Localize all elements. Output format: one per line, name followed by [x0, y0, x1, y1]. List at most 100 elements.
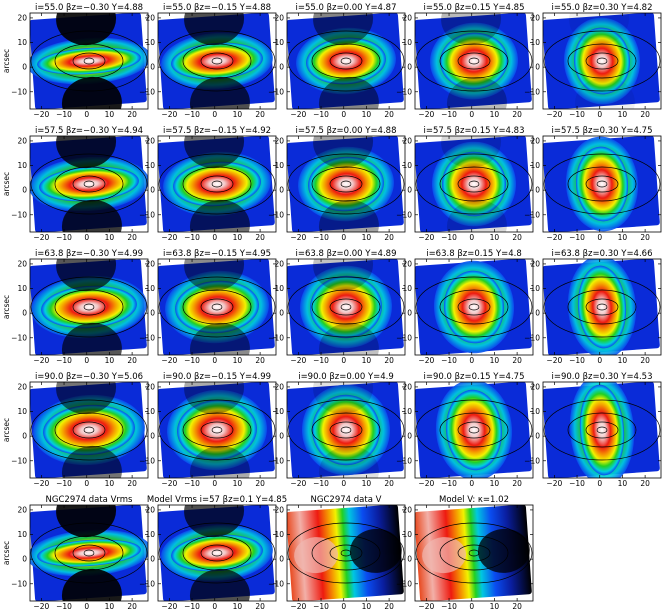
panel-title: i=55.0 βz=0.00 Υ=4.87: [296, 3, 397, 13]
x-tick-label: 10: [490, 356, 500, 365]
panel-title: i=90.0 βz=−0.30 Υ=5.06: [35, 372, 143, 382]
y-tick-label: 0: [535, 432, 540, 441]
y-tick-label: 20: [17, 505, 27, 514]
panel-title: i=57.5 βz=0.00 Υ=4.88: [296, 126, 397, 136]
y-tick-label: 20: [274, 382, 284, 391]
x-tick-label: 20: [127, 356, 137, 365]
y-tick-label: 10: [530, 407, 540, 416]
x-tick-label: −10: [441, 110, 457, 119]
map-panel: −20 −10 0 10 20 20 10 0 −10 arcsec i=63.8 βz=−0.30…: [2, 249, 149, 365]
panel-title: i=55.0 βz=0.30 Υ=4.82: [552, 3, 653, 13]
x-tick-label: 20: [384, 479, 394, 488]
y-tick-label: 0: [407, 186, 412, 195]
y-tick-label: 10: [274, 38, 284, 47]
x-tick-label: 20: [384, 233, 394, 242]
x-tick-label: 0: [84, 110, 89, 119]
x-tick-label: −10: [569, 110, 585, 119]
x-tick-label: 10: [233, 110, 243, 119]
y-tick-label: 0: [535, 63, 540, 72]
x-tick-label: 20: [512, 110, 522, 119]
map-panel: −20 −10 0 10 20 20 10 0 −10 i=57.5 βz=0.15 Υ=4.83: [396, 126, 534, 242]
x-tick-label: 10: [105, 110, 115, 119]
y-tick-label: 0: [279, 555, 284, 564]
y-tick-label: −10: [11, 333, 27, 342]
x-tick-label: 10: [618, 233, 628, 242]
x-tick-label: −20: [418, 233, 434, 242]
y-tick-label: 20: [17, 259, 27, 268]
x-tick-label: −10: [56, 110, 72, 119]
map-panel: −20 −10 0 10 20 20 10 0 −10 i=90.0 βz=−0.15 Υ=4.9…: [139, 372, 277, 488]
x-tick-label: −20: [546, 479, 562, 488]
y-tick-label: 20: [274, 505, 284, 514]
y-tick-label: 20: [145, 259, 155, 268]
panel-title: i=63.8 βz=−0.15 Υ=4.95: [163, 249, 271, 259]
y-tick-label: 20: [530, 13, 540, 22]
x-tick-label: −20: [161, 233, 177, 242]
y-axis-label: arcsec: [2, 49, 11, 73]
y-tick-label: 0: [150, 432, 155, 441]
y-tick-label: 0: [22, 309, 27, 318]
panel-title: i=90.0 βz=−0.15 Υ=4.99: [163, 372, 271, 382]
x-tick-label: 10: [618, 356, 628, 365]
y-tick-label: 20: [402, 136, 412, 145]
x-tick-label: −10: [184, 356, 200, 365]
x-tick-label: 20: [384, 110, 394, 119]
x-tick-label: 0: [597, 479, 602, 488]
x-tick-label: 10: [490, 110, 500, 119]
map-panel: −20 −10 0 10 20 20 10 0 −10 i=90.0 βz=0.15 Υ=4.75: [396, 372, 534, 488]
y-tick-label: 10: [274, 407, 284, 416]
y-tick-label: 10: [17, 407, 27, 416]
x-tick-label: −10: [184, 479, 200, 488]
y-tick-label: 10: [145, 38, 155, 47]
x-tick-label: 20: [255, 110, 265, 119]
x-tick-label: 0: [84, 602, 89, 611]
x-tick-label: 10: [490, 479, 500, 488]
x-tick-label: 0: [469, 602, 474, 611]
x-tick-label: 0: [212, 233, 217, 242]
y-tick-label: 10: [530, 284, 540, 293]
y-tick-label: 0: [407, 309, 412, 318]
x-tick-label: 0: [597, 233, 602, 242]
y-tick-label: 20: [402, 13, 412, 22]
panel-title: i=90.0 βz=0.30 Υ=4.53: [552, 372, 653, 382]
panel-title: Model Vrms i=57 βz=0.1 Υ=4.85: [147, 495, 287, 505]
x-tick-label: −20: [33, 233, 49, 242]
map-panel: −20 −10 0 10 20 20 10 0 −10 i=90.0 βz=0.00 Υ=4.9: [268, 372, 406, 488]
x-tick-label: −20: [418, 356, 434, 365]
y-tick-label: 20: [530, 259, 540, 268]
panel-title: i=57.5 βz=0.15 Υ=4.83: [424, 126, 525, 136]
panel-title: i=63.8 βz=0.30 Υ=4.66: [552, 249, 653, 259]
y-tick-label: 10: [274, 530, 284, 539]
y-tick-label: 20: [17, 13, 27, 22]
map-panel: −20 −10 0 10 20 20 10 0 −10 i=63.8 βz=0.15 Υ=4.8: [396, 249, 534, 365]
x-tick-label: 20: [512, 356, 522, 365]
x-tick-label: −10: [184, 602, 200, 611]
x-tick-label: 20: [127, 602, 137, 611]
y-tick-label: −10: [139, 210, 155, 219]
x-tick-label: 10: [105, 602, 115, 611]
y-tick-label: −10: [11, 210, 27, 219]
y-axis-label: arcsec: [2, 418, 11, 442]
y-tick-label: −10: [268, 456, 284, 465]
y-tick-label: 10: [145, 530, 155, 539]
y-tick-label: 20: [145, 505, 155, 514]
x-tick-label: 0: [341, 602, 346, 611]
map-panel: −20 −10 0 10 20 20 10 0 −10 i=57.5 βz=0.00 Υ=4.88: [268, 126, 406, 242]
y-tick-label: 0: [535, 309, 540, 318]
x-tick-label: 0: [341, 479, 346, 488]
map-panel: −20 −10 0 10 20 20 10 0 −10 arcsec i=90.0 βz=−0.30…: [2, 372, 149, 488]
y-tick-label: 20: [530, 136, 540, 145]
panel-title: i=55.0 βz=−0.15 Υ=4.88: [163, 3, 271, 13]
x-tick-label: 20: [384, 602, 394, 611]
x-tick-label: 20: [255, 233, 265, 242]
x-tick-label: 10: [362, 602, 372, 611]
y-tick-label: 20: [17, 382, 27, 391]
y-tick-label: 0: [279, 63, 284, 72]
y-tick-label: 0: [407, 432, 412, 441]
y-tick-label: 10: [530, 161, 540, 170]
x-tick-label: −20: [290, 356, 306, 365]
panel-title: NGC2974 data Vrms: [46, 495, 134, 505]
panel-title: NGC2974 data V: [311, 495, 382, 505]
y-tick-label: −10: [524, 456, 540, 465]
